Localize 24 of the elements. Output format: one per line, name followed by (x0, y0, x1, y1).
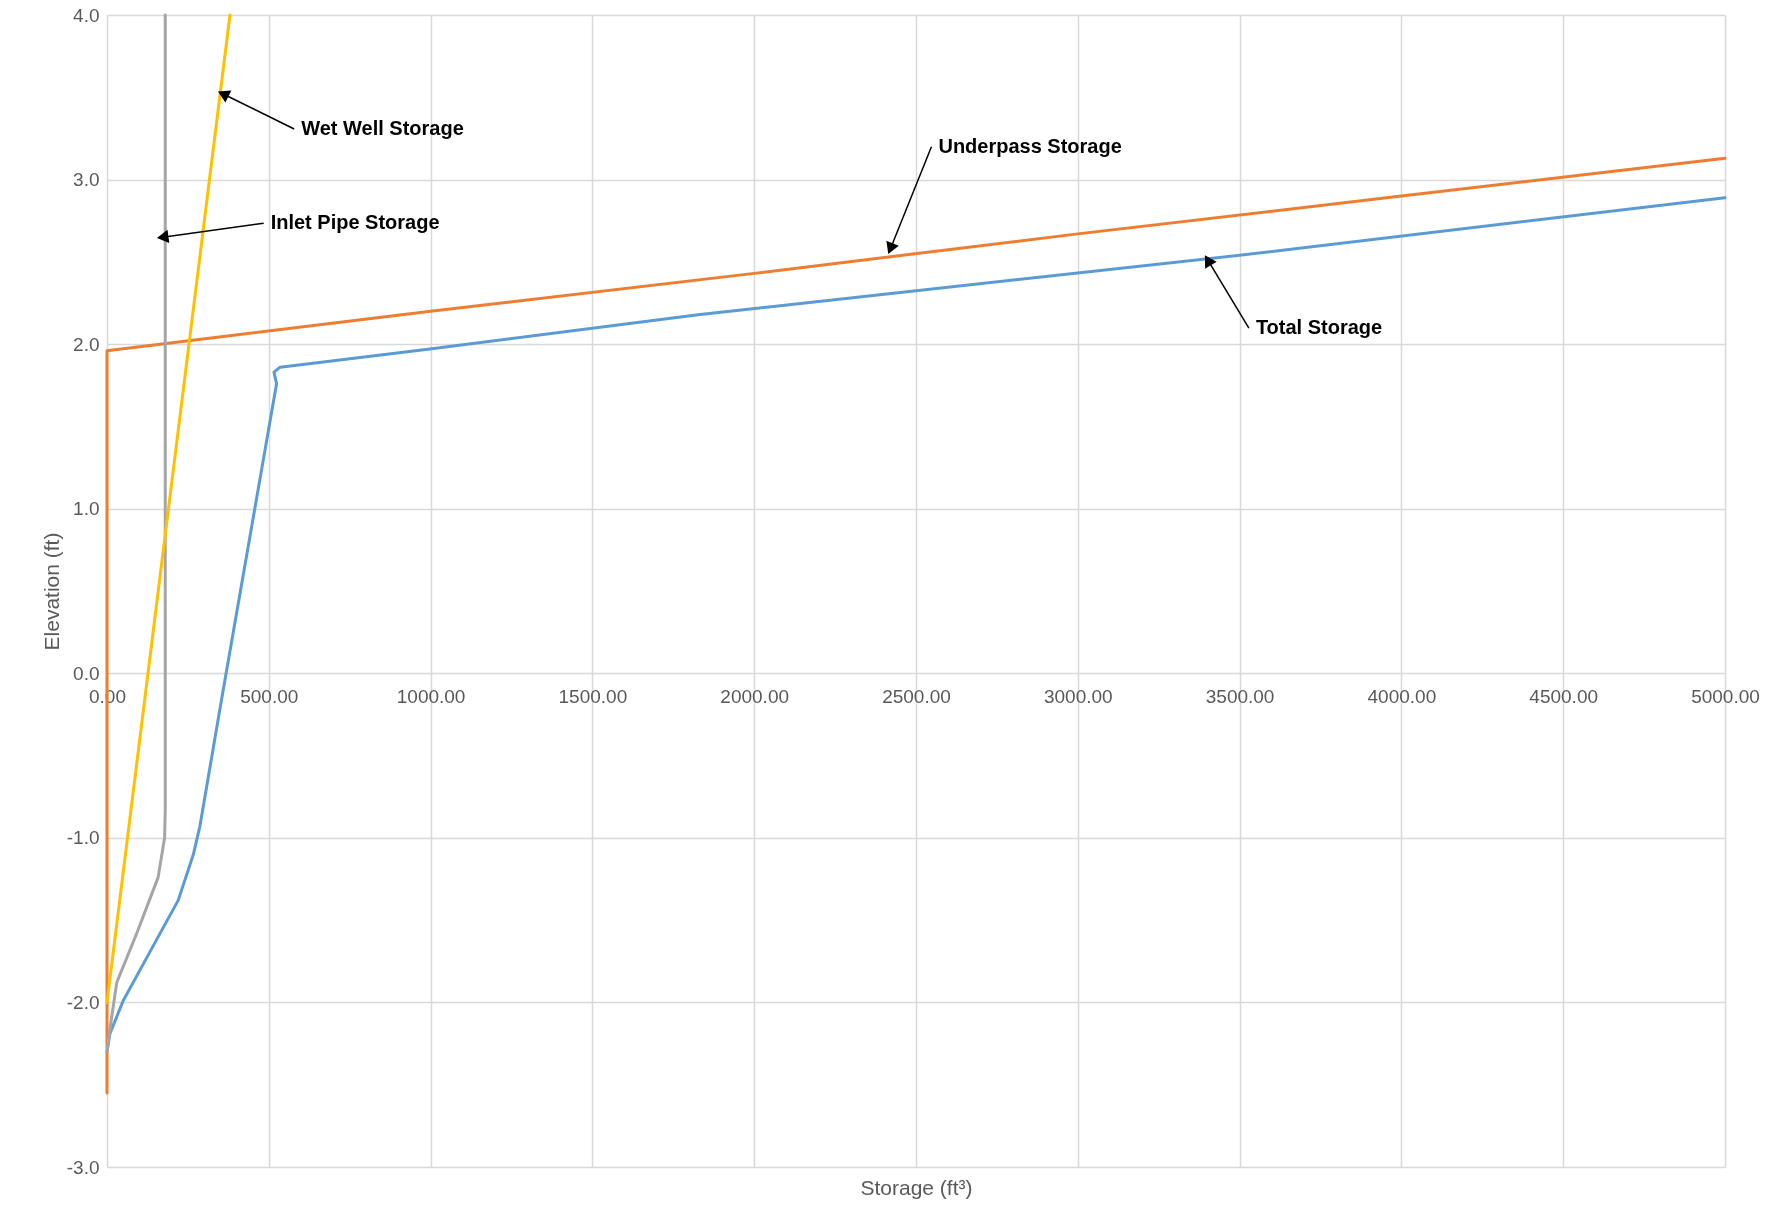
annotation: Wet Well Storage (301, 116, 464, 139)
annotation: Inlet Pipe Storage (270, 211, 440, 234)
x-tick-label: 4000.00 (1367, 685, 1437, 707)
x-tick-label: 4500.00 (1529, 685, 1599, 707)
annotation: Underpass Storage (938, 134, 1122, 157)
x-tick-label: 2000.00 (720, 685, 790, 707)
y-tick-label: 1.0 (73, 498, 100, 520)
x-tick-label: 2500.00 (882, 685, 951, 707)
annotation: Total Storage (1255, 316, 1383, 339)
x-tick-label: 500.00 (240, 685, 299, 707)
y-tick-label: -3.0 (66, 1156, 100, 1178)
y-tick-label: 0.0 (73, 662, 100, 684)
y-tick-label: -2.0 (66, 991, 100, 1013)
x-tick-label: 3500.00 (1205, 685, 1275, 707)
x-tick-label: 5000.00 (1691, 685, 1760, 707)
x-tick-label: 1000.00 (396, 685, 466, 707)
x-tick-label: 3000.00 (1043, 685, 1113, 707)
y-tick-label: 3.0 (73, 169, 100, 191)
x-axis-title: Storage (ft³) (860, 1175, 973, 1199)
x-tick-label: 1500.00 (558, 685, 628, 707)
y-tick-label: -1.0 (66, 827, 100, 849)
y-tick-label: 4.0 (73, 4, 100, 26)
y-tick-label: 2.0 (73, 333, 100, 355)
y-axis-title: Elevation (ft) (39, 532, 63, 651)
